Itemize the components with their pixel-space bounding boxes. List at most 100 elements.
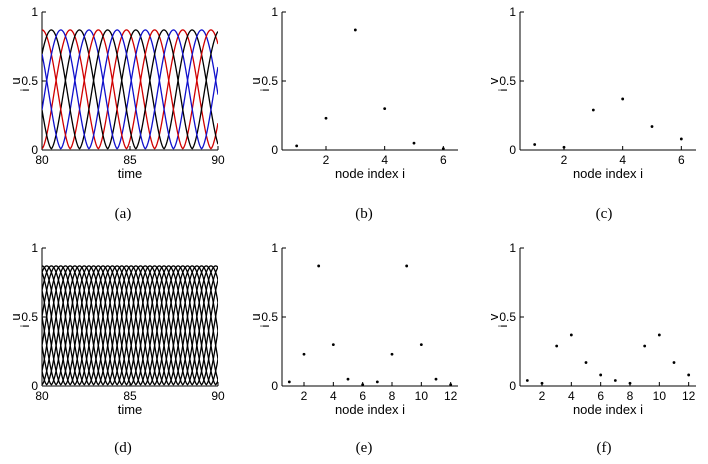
series-line <box>42 29 218 150</box>
y-axis-label: u <box>248 313 263 320</box>
x-tick-label: 6 <box>597 389 604 403</box>
x-tick-label: 85 <box>123 153 137 167</box>
data-point <box>569 333 573 337</box>
data-point <box>643 344 647 348</box>
x-tick-label: 2 <box>301 389 308 403</box>
panel-1: 0 0.5 1 80 85 90 time u i (a) <box>8 5 225 222</box>
y-axis-label-subscript: i <box>496 325 510 328</box>
y-axis-label: u <box>248 77 263 84</box>
x-tick-label: 6 <box>359 389 366 403</box>
x-tick-label: 10 <box>415 389 429 403</box>
data-point <box>672 361 676 364</box>
x-axis-label: time <box>118 166 143 181</box>
data-point <box>324 116 328 120</box>
y-tick-label: 1 <box>509 241 516 255</box>
series-line <box>42 265 218 386</box>
y-tick-label: 0.5 <box>21 310 38 324</box>
panel-caption: (c) <box>596 206 613 222</box>
series-line <box>42 265 218 386</box>
y-tick-label: 1 <box>509 5 516 19</box>
x-tick-label: 6 <box>440 153 447 167</box>
y-tick-label: 0.5 <box>261 310 278 324</box>
data-point <box>317 264 321 268</box>
data-point <box>599 373 603 377</box>
x-tick-label: 85 <box>123 389 137 403</box>
x-tick-label: 10 <box>653 389 667 403</box>
data-point <box>657 333 661 337</box>
data-point <box>449 383 453 387</box>
data-point <box>419 343 423 346</box>
x-tick-label: 2 <box>561 153 568 167</box>
x-tick-label: 2 <box>539 389 546 403</box>
x-tick-label: 12 <box>682 389 696 403</box>
x-axis-label: node index i <box>573 166 643 181</box>
data-point <box>302 352 306 356</box>
data-point <box>331 343 335 346</box>
y-tick-label: 0 <box>271 143 278 157</box>
data-point <box>562 145 566 149</box>
data-point <box>628 381 632 385</box>
x-tick-label: 90 <box>211 389 225 403</box>
y-tick-label: 1 <box>31 241 38 255</box>
x-tick-label: 12 <box>444 389 458 403</box>
data-point <box>346 377 350 381</box>
x-tick-label: 80 <box>35 389 49 403</box>
panel-2: 0 0.5 1 2 4 6 node index i u i (b) <box>248 5 458 222</box>
data-point <box>621 97 625 101</box>
data-point <box>687 373 691 377</box>
data-point <box>375 380 379 384</box>
y-tick-label: 0.5 <box>21 74 38 88</box>
panel-caption: (d) <box>114 440 132 456</box>
x-tick-label: 4 <box>330 389 337 403</box>
data-point <box>533 143 537 146</box>
x-tick-label: 8 <box>627 389 634 403</box>
series-line <box>42 265 218 386</box>
y-axis-label: u <box>8 313 23 320</box>
x-tick-label: 4 <box>568 389 575 403</box>
x-axis-label: node index i <box>335 166 405 181</box>
y-tick-label: 0.5 <box>499 310 516 324</box>
data-point <box>650 125 654 128</box>
series-line <box>42 29 218 150</box>
x-tick-label: 8 <box>389 389 396 403</box>
x-tick-label: 4 <box>619 153 626 167</box>
y-tick-label: 0 <box>31 143 38 157</box>
data-point <box>383 107 387 110</box>
x-axis-label: node index i <box>335 402 405 417</box>
panel-caption: (e) <box>356 440 373 456</box>
y-tick-label: 1 <box>271 241 278 255</box>
data-point <box>591 108 595 112</box>
series-line <box>42 265 218 386</box>
y-axis-label: u <box>8 77 23 84</box>
series-line <box>42 265 218 386</box>
series-line <box>42 29 218 150</box>
data-point <box>361 383 365 387</box>
series-line <box>42 265 218 386</box>
x-tick-label: 4 <box>381 153 388 167</box>
panel-3: 0 0.5 1 2 4 6 node index i v i (c) <box>486 5 696 222</box>
series-line <box>42 265 218 386</box>
y-tick-label: 1 <box>271 5 278 19</box>
y-tick-label: 0.5 <box>499 74 516 88</box>
y-tick-label: 0.5 <box>261 74 278 88</box>
data-point <box>540 381 544 385</box>
data-point <box>390 352 394 356</box>
y-tick-label: 0 <box>509 379 516 393</box>
y-axis-label-subscript: i <box>258 325 272 328</box>
data-point <box>441 147 445 151</box>
panel-4: 0 0.5 1 80 85 90 time u i (d) <box>8 241 225 456</box>
y-tick-label: 0 <box>509 143 516 157</box>
y-axis-label-subscript: i <box>18 89 32 92</box>
series-line <box>42 29 218 150</box>
y-axis-label-subscript: i <box>18 325 32 328</box>
series-line <box>42 265 218 386</box>
series-line <box>42 265 218 386</box>
y-axis-label: v <box>486 313 501 320</box>
panel-caption: (f) <box>597 440 612 456</box>
data-point <box>295 144 299 148</box>
data-point <box>555 344 559 348</box>
panel-caption: (b) <box>355 206 373 222</box>
